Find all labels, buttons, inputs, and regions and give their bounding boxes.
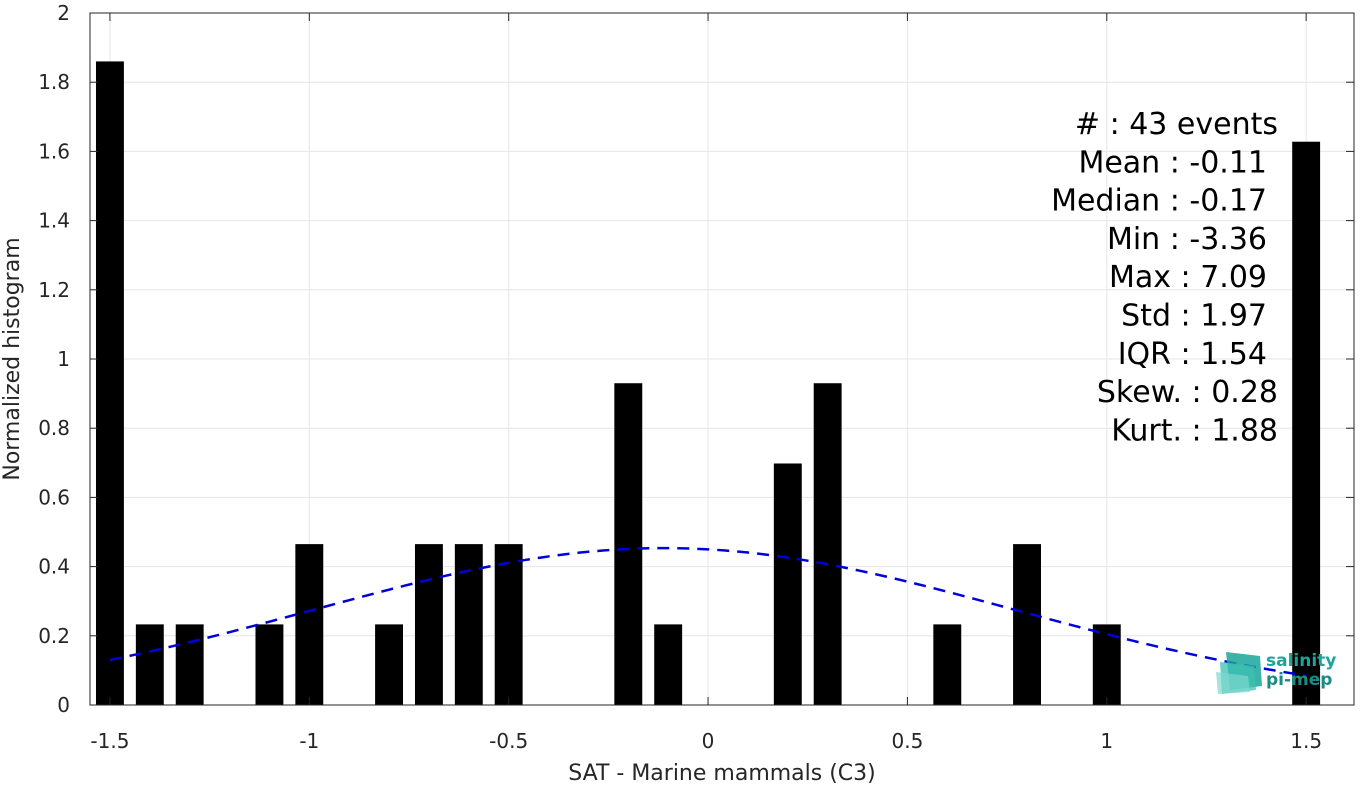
histogram-bar-4 — [295, 544, 324, 705]
x-tick-label-0: -1.5 — [90, 729, 129, 753]
axis-ticks: -1.5 -1 -0.5 0 0.5 1 1.5 0 0.2 0.4 0.6 0.8 1 1.2 1.4 1.… — [38, 1, 1354, 753]
y-tick-label-8: 1.6 — [38, 139, 70, 163]
logo-line-pi-mep: pi-mep — [1266, 670, 1332, 690]
stat-line-6: IQR : 1.54 — [1118, 337, 1267, 372]
y-tick-label-0: 0 — [57, 693, 70, 717]
salinity-pi-mep-logo: salinity pi-mep — [1216, 651, 1336, 694]
histogram-bar-10 — [654, 624, 683, 705]
histogram-bars — [95, 61, 1321, 705]
histogram-bar-0 — [95, 61, 124, 705]
stat-line-2: Median : -0.17 — [1051, 184, 1267, 219]
x-axis-label: SAT - Marine mammals (C3) — [568, 761, 876, 785]
histogram-bar-16 — [1292, 141, 1321, 705]
histogram-bar-8 — [494, 544, 523, 705]
histogram-bar-2 — [175, 624, 204, 705]
y-tick-label-10: 2 — [57, 1, 70, 25]
y-tick-label-9: 1.8 — [38, 70, 70, 94]
x-tick-label-1: -1 — [299, 729, 319, 753]
histogram-bar-12 — [813, 383, 842, 705]
stat-line-5: Std : 1.97 — [1121, 299, 1267, 334]
x-tick-label-3: 0 — [702, 729, 715, 753]
histogram-bar-14 — [1013, 544, 1041, 705]
stat-line-8: Kurt. : 1.88 — [1111, 413, 1278, 448]
stat-line-1: Mean : -0.11 — [1078, 145, 1267, 180]
x-tick-label-4: 0.5 — [892, 729, 924, 753]
logo-line-salinity: salinity — [1266, 651, 1336, 671]
stat-line-4: Max : 7.09 — [1109, 260, 1267, 295]
stat-line-7: Skew. : 0.28 — [1097, 375, 1278, 410]
y-tick-label-6: 1.2 — [38, 278, 70, 302]
histogram-bar-6 — [414, 544, 443, 705]
wave-logo-icon — [1216, 652, 1262, 694]
histogram-bar-3 — [255, 624, 284, 705]
y-tick-label-2: 0.4 — [38, 555, 70, 579]
normal-fit-curve — [109, 546, 1307, 677]
y-tick-label-1: 0.2 — [38, 624, 70, 648]
y-axis-label: Normalized histogram — [0, 237, 25, 480]
y-tick-label-5: 1 — [57, 347, 70, 371]
stat-line-0: # : 43 events — [1075, 107, 1278, 142]
histogram-bar-1 — [135, 624, 164, 705]
x-tick-label-6: 1.5 — [1290, 729, 1322, 753]
x-tick-label-2: -0.5 — [489, 729, 528, 753]
stat-line-3: Min : -3.36 — [1107, 222, 1267, 257]
y-tick-label-7: 1.4 — [38, 209, 70, 233]
histogram-bar-7 — [454, 544, 483, 705]
y-tick-label-3: 0.6 — [38, 485, 70, 509]
histogram-bar-11 — [773, 463, 802, 705]
histogram-bar-13 — [933, 624, 962, 705]
x-tick-label-5: 1 — [1100, 729, 1113, 753]
histogram-bar-5 — [375, 624, 404, 705]
y-tick-label-4: 0.8 — [38, 416, 70, 440]
histogram-bar-9 — [614, 383, 643, 705]
